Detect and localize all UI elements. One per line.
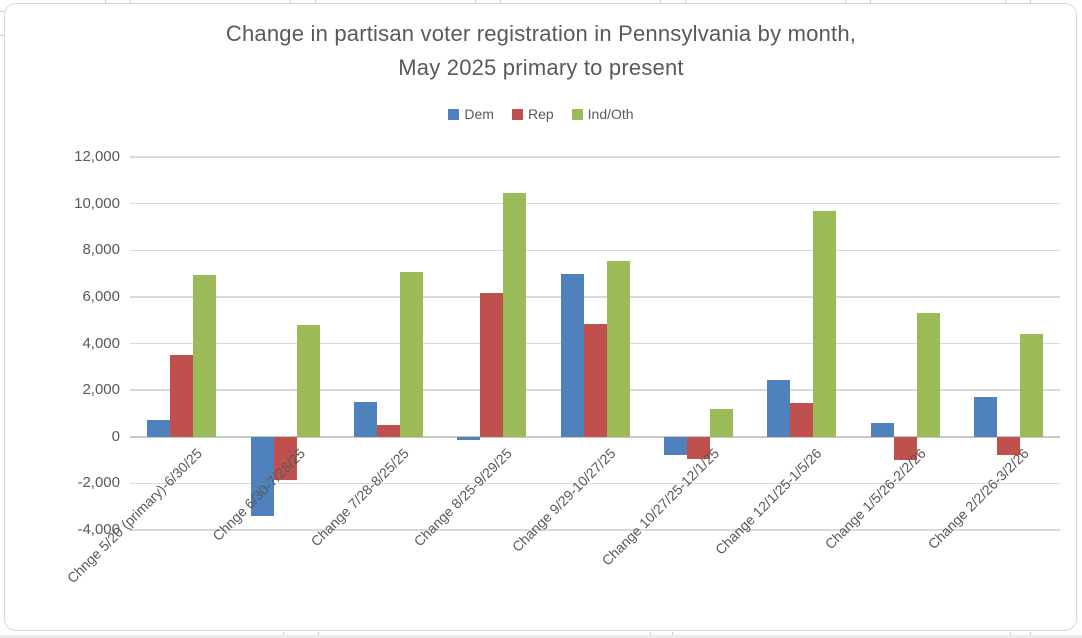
cell-border xyxy=(672,632,673,637)
gridline xyxy=(130,249,1060,251)
legend-swatch-icon xyxy=(511,108,523,120)
bar-dem-3 xyxy=(353,401,377,437)
x-axis-category-label: Change 10/27/25-12/1/25 xyxy=(598,445,722,569)
cell-border xyxy=(1030,0,1031,5)
bar-dem-4 xyxy=(457,436,481,440)
gridline xyxy=(130,482,1060,485)
bar-rep-5 xyxy=(583,323,607,437)
bar-ind-oth-3 xyxy=(399,272,423,437)
y-axis-tick-label: 4,000 xyxy=(82,334,120,352)
bar-rep-4 xyxy=(480,293,504,437)
bar-ind-oth-6 xyxy=(709,408,733,437)
cell-border xyxy=(130,0,131,5)
cell-border xyxy=(1030,632,1031,637)
chart-legend: Dem Rep Ind/Oth xyxy=(4,106,1078,122)
cell-border xyxy=(283,632,284,637)
cell-border xyxy=(475,0,476,5)
bar-rep-3 xyxy=(376,424,400,437)
spreadsheet-row-shading xyxy=(0,635,1082,638)
bar-dem-1 xyxy=(147,420,171,437)
x-axis-category-label: Change 9/29-10/27/25 xyxy=(508,445,619,555)
cell-border xyxy=(500,0,501,5)
gridline xyxy=(130,529,1060,531)
cell-border xyxy=(845,0,846,5)
bar-dem-5 xyxy=(560,273,584,437)
cell-border xyxy=(650,632,651,637)
bar-rep-2 xyxy=(273,436,297,480)
y-axis-tick-label: 8,000 xyxy=(82,241,120,259)
cell-border xyxy=(0,11,5,12)
y-axis-tick-label: -4,000 xyxy=(77,521,120,538)
legend-label: Ind/Oth xyxy=(587,106,634,122)
bar-ind-oth-2 xyxy=(296,324,320,437)
gridline xyxy=(130,156,1060,158)
cell-border xyxy=(318,632,319,637)
legend-label: Rep xyxy=(527,106,554,122)
bar-rep-6 xyxy=(686,436,710,459)
gridline xyxy=(130,202,1060,205)
x-axis-category-label: Change 12/1/25-1/5/26 xyxy=(712,445,825,558)
cell-border xyxy=(1010,632,1011,637)
cell-border xyxy=(660,0,661,5)
legend-item-rep: Rep xyxy=(511,106,554,122)
bar-ind-oth-8 xyxy=(916,313,940,437)
legend-label: Dem xyxy=(464,106,494,122)
chart-title-line-1: Change in partisan voter registration in… xyxy=(225,21,857,46)
legend-item-ind-oth: Ind/Oth xyxy=(571,106,634,122)
x-axis-category-label: Change 7/28-8/25/25 xyxy=(307,445,412,550)
x-axis-category-label: Chnge 5/20 (primary)-6/30/25 xyxy=(63,445,205,587)
gridline xyxy=(130,296,1060,298)
y-axis-tick-label: 0 xyxy=(111,427,120,445)
bar-ind-oth-7 xyxy=(813,210,837,437)
legend-item-dem: Dem xyxy=(448,106,494,122)
bar-ind-oth-9 xyxy=(1019,334,1043,437)
bar-rep-1 xyxy=(170,355,194,437)
cell-border xyxy=(870,0,871,5)
bar-rep-7 xyxy=(790,402,814,437)
cell-border xyxy=(1005,0,1006,5)
bar-rep-8 xyxy=(893,436,917,461)
bar-ind-oth-1 xyxy=(193,274,217,437)
y-axis-tick-label: -2,000 xyxy=(77,474,120,492)
legend-swatch-icon xyxy=(571,108,583,120)
bar-ind-oth-5 xyxy=(606,260,630,437)
y-axis-tick-label: 12,000 xyxy=(74,148,120,165)
y-axis-tick-label: 2,000 xyxy=(82,381,120,399)
chart-frame xyxy=(4,3,1077,631)
x-axis-category-label: Change 1/5/26-2/2/26 xyxy=(821,445,929,553)
bar-rep-9 xyxy=(996,436,1020,456)
cell-border xyxy=(290,0,291,5)
cell-border xyxy=(105,0,106,5)
x-axis-category-label: Change 2/2/26-3/2/26 xyxy=(924,445,1032,553)
bar-dem-9 xyxy=(973,397,997,437)
bar-dem-7 xyxy=(767,379,791,437)
legend-swatch-icon xyxy=(448,108,460,120)
cell-border xyxy=(0,35,5,36)
x-axis-category-label: Change 8/25-9/29/25 xyxy=(410,445,515,550)
chart-title-line-2: May 2025 primary to present xyxy=(398,55,684,80)
y-axis-tick-label: 6,000 xyxy=(82,287,120,305)
bar-dem-2 xyxy=(250,436,274,516)
bar-ind-oth-4 xyxy=(503,193,527,437)
chart-title: Change in partisan voter registration in… xyxy=(4,17,1078,85)
y-axis-tick-label: 10,000 xyxy=(74,194,120,212)
cell-border xyxy=(315,0,316,5)
zero-axis-line xyxy=(130,436,1060,438)
cell-border xyxy=(685,0,686,5)
bar-dem-6 xyxy=(663,436,687,456)
bar-dem-8 xyxy=(870,422,894,437)
